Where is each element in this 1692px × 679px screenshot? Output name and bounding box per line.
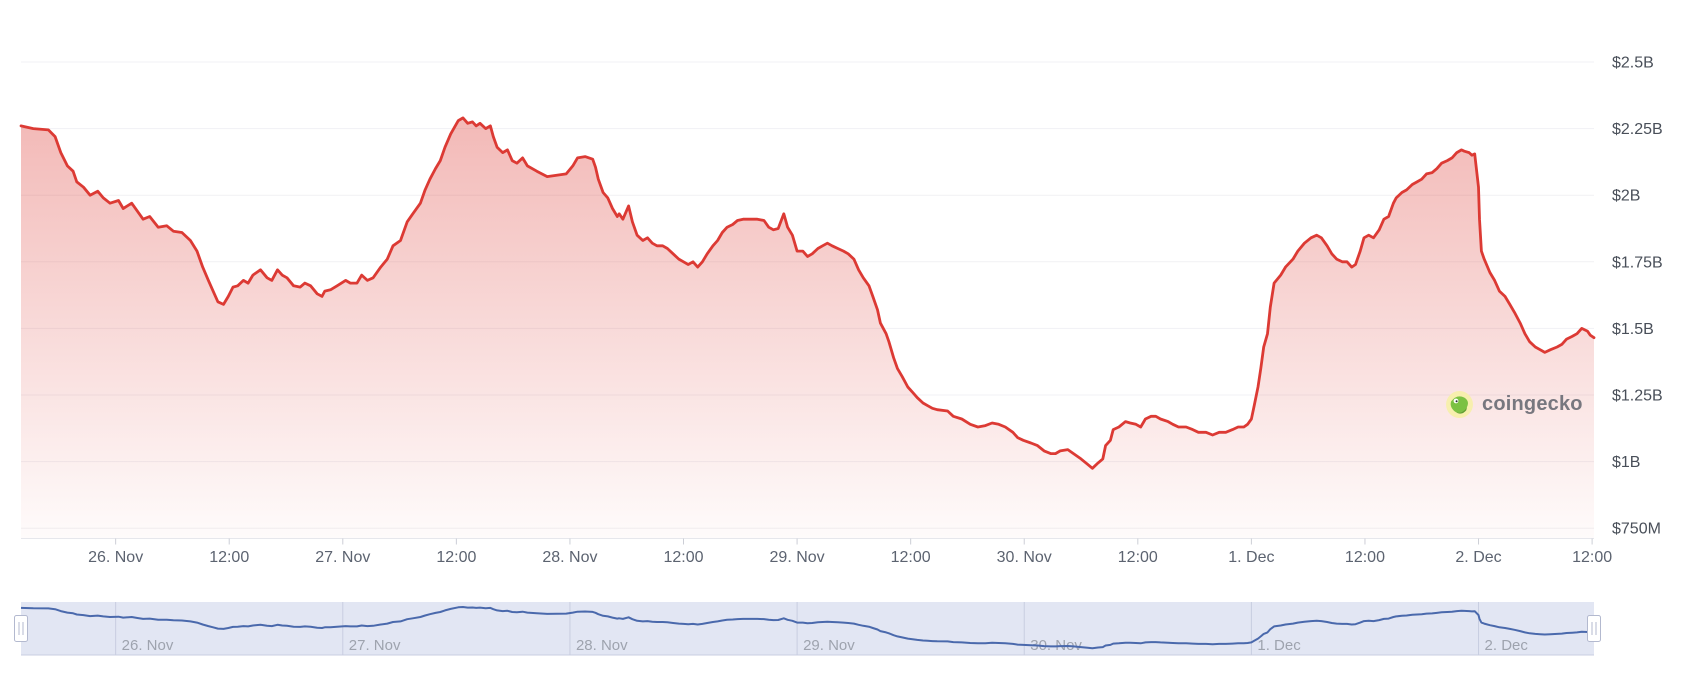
x-axis-label: 12:00 [436, 549, 476, 566]
y-axis-label: $1.75B [1612, 254, 1663, 271]
x-axis-label: 12:00 [209, 549, 249, 566]
y-axis-label: $1B [1612, 454, 1640, 471]
y-axis-label: $2B [1612, 188, 1640, 205]
navigator-day-label: 28. Nov [576, 637, 628, 654]
y-axis-label: $1.25B [1612, 388, 1663, 405]
x-axis-label: 2. Dec [1455, 549, 1501, 566]
y-axis-label: $750M [1612, 521, 1661, 538]
navigator-day-label: 27. Nov [349, 637, 401, 654]
coingecko-gecko-icon [1446, 391, 1473, 418]
x-axis-label: 1. Dec [1228, 549, 1274, 566]
coingecko-watermark: coingecko [1445, 390, 1583, 419]
x-axis-label: 12:00 [1345, 549, 1385, 566]
navigator-left-handle[interactable] [14, 615, 28, 642]
navigator-day-label: 26. Nov [122, 637, 174, 654]
navigator-day-label: 1. Dec [1257, 637, 1301, 654]
navigator-line [20, 606, 1595, 650]
x-axis-label: 12:00 [891, 549, 931, 566]
x-axis-label: 12:00 [1572, 549, 1612, 566]
x-axis-label: 28. Nov [542, 549, 597, 566]
x-axis-label: 26. Nov [88, 549, 143, 566]
x-axis-label: 12:00 [663, 549, 703, 566]
navigator-right-handle[interactable] [1587, 615, 1601, 642]
y-axis-label: $2.25B [1612, 121, 1663, 138]
watermark-text: coingecko [1482, 393, 1583, 415]
y-axis-label: $2.5B [1612, 55, 1654, 72]
navigator-day-label: 29. Nov [803, 637, 855, 654]
y-axis-label: $1.5B [1612, 321, 1654, 338]
series-line [19, 116, 1596, 470]
navigator-day-label: 2. Dec [1485, 637, 1529, 654]
navigator-mask[interactable] [21, 602, 1594, 655]
x-axis-label: 27. Nov [315, 549, 370, 566]
x-axis-label: 29. Nov [770, 549, 825, 566]
x-axis-label: 12:00 [1118, 549, 1158, 566]
x-axis-label: 30. Nov [997, 549, 1052, 566]
